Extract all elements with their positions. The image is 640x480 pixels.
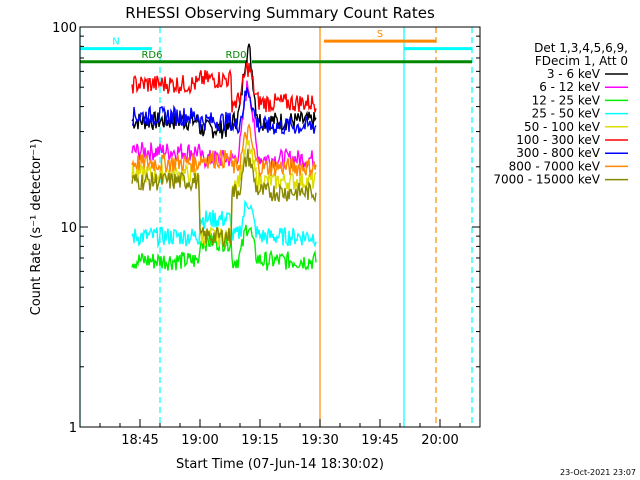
y-tick-label-2: 10: [60, 221, 77, 236]
legend-label-8: 800 - 7000 keV: [509, 159, 601, 173]
y-axis: 1 10 100: [52, 21, 480, 436]
annotation-label-4: RD6: [141, 50, 162, 61]
x-tick-label-5: 19:45: [361, 433, 398, 448]
legend-label-5: 50 - 100 keV: [524, 120, 601, 134]
x-tick-label-2: 19:00: [181, 433, 218, 448]
series-line-9: [131, 148, 317, 249]
plot-area: N S RD6 RD0: [79, 27, 473, 427]
legend: Det 1,3,4,5,6,9, FDecim 1, Att 0 3 - 6 k…: [493, 41, 628, 187]
x-tick-label-3: 19:15: [241, 433, 278, 448]
series-line-6: [131, 62, 317, 113]
legend-label-4: 25 - 50 keV: [532, 107, 601, 121]
legend-label-9: 7000 - 15000 keV: [493, 173, 600, 187]
generation-timestamp: 23-Oct-2021 23:07: [560, 468, 636, 477]
legend-header-line-1: Det 1,3,4,5,6,9,: [534, 41, 628, 55]
x-tick-label-6: 20:00: [421, 433, 458, 448]
annotation-label-5: RD0: [225, 50, 246, 61]
legend-label-3: 12 - 25 keV: [532, 93, 601, 107]
annotation-label-3: S: [377, 29, 383, 40]
series-line-8: [131, 122, 317, 177]
series-line-4: [131, 199, 317, 249]
legend-label-1: 3 - 6 keV: [547, 67, 601, 81]
x-tick-label-1: 18:45: [121, 433, 158, 448]
legend-header-line-2: FDecim 1, Att 0: [535, 54, 628, 68]
legend-label-6: 100 - 300 keV: [516, 133, 600, 147]
annotation-label-1: N: [112, 37, 119, 48]
y-tick-label-3: 100: [52, 21, 77, 36]
chart-title: RHESSI Observing Summary Count Rates: [125, 4, 435, 22]
legend-label-2: 6 - 12 keV: [539, 80, 601, 94]
series-line-7: [132, 87, 317, 135]
x-axis: 18:45 19:00 19:15 19:30 19:45 20:00: [79, 419, 481, 448]
legend-label-7: 300 - 800 keV: [516, 146, 600, 160]
y-tick-label-1: 1: [69, 421, 77, 436]
y-axis-label: Count Rate (s⁻¹ detector⁻¹): [29, 139, 44, 316]
series-line-3: [131, 224, 317, 271]
x-axis-label: Start Time (07-Jun-14 18:30:02): [176, 457, 384, 472]
x-tick-label-4: 19:30: [301, 433, 338, 448]
